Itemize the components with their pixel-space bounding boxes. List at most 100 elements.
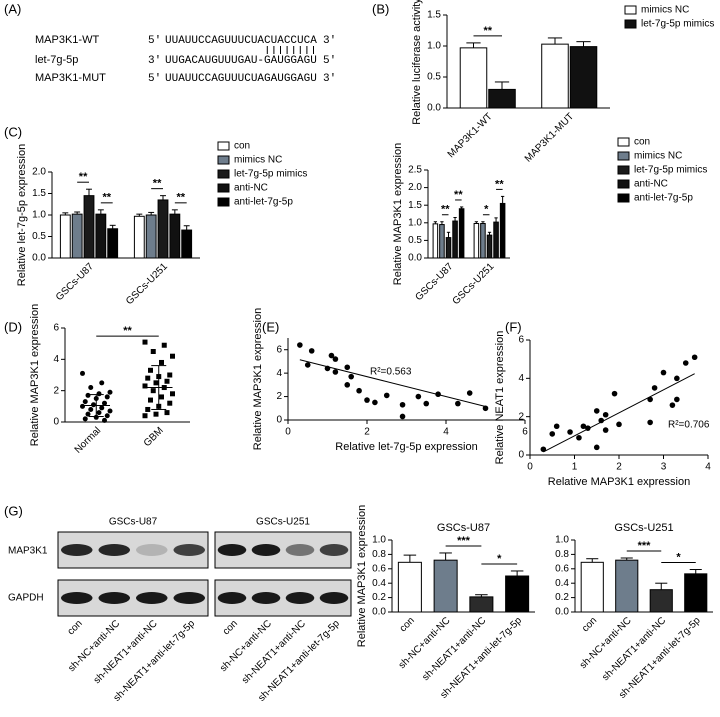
bar [569,46,598,109]
data-point [580,423,587,430]
x-tick-label: GSCs-U87 [414,261,456,303]
significance-label: ** [176,192,185,204]
data-point [399,401,406,408]
bar [433,559,458,613]
blot-title: GSCs-U87 [109,517,158,528]
y-tick-label: 1.0 [32,210,46,221]
legend-swatch [617,165,630,175]
data-point [96,391,102,397]
data-point [167,400,173,406]
legend-label: mimics NC [641,5,689,16]
data-point [167,372,173,378]
data-point [356,387,362,394]
y-axis-label: Relative luciferase activity [411,0,423,125]
data-point [153,411,159,417]
sequence-name: let-7g-5p [35,54,78,66]
blot-band [136,592,168,604]
y-tick-label: 0.2 [372,592,386,603]
blot-band [98,592,130,604]
blot-band [285,544,315,556]
bar [181,229,193,259]
legend-label: let-7g-5p mimics [234,169,307,180]
y-axis-label: Relative MAP3K1 expression [252,308,264,450]
data-point [669,402,676,408]
r-squared: R²=0.706 [668,420,710,431]
data-point [616,421,622,428]
legend-swatch [217,155,230,165]
data-point [348,373,355,380]
chart-title: GSCs-U251 [614,522,673,534]
x-tick-label: GBM [142,425,166,449]
significance-label: ** [102,192,111,204]
significance-label: * [497,553,502,565]
data-point [164,410,170,416]
data-point [423,400,430,407]
legend-label: mimics NC [634,151,682,162]
bar [493,221,499,259]
sequence-name: MAP3K1-WT [35,34,99,46]
significance-label: ** [454,189,463,201]
data-point [85,411,91,417]
significance-label: * [676,551,681,563]
x-tick-label: sh-NEAT1+anti-NC [420,615,488,683]
sequence: UUAUUCCAGUUUCUACUACCUCA [165,35,317,47]
data-point [611,390,618,397]
data-point [85,392,91,398]
blot-band [61,592,93,604]
blot-band [217,544,247,556]
data-point [82,399,88,405]
data-point [297,342,303,348]
y-tick-label: 0.0 [555,607,569,618]
y-axis-label: Relative MAP3K1 expression [356,505,368,647]
significance-label: ** [483,25,492,37]
y-axis-label: Relative NEAT1 expression [494,331,506,465]
sequence: UUGACAUGUUUGAU-GAUGGAGU [165,55,317,67]
data-point [99,380,105,386]
r-squared: R²=0.563 [370,367,412,378]
legend-swatch [617,137,630,147]
legend-label: let-7g-5p mimics [641,19,714,30]
x-tick-label: GSCs-U251 [451,261,497,307]
bar [133,215,145,259]
legend-swatch [217,183,230,193]
data-point [304,362,311,368]
data-point [153,380,159,386]
y-tick-label: 0.0 [372,607,386,618]
fit-line [543,373,695,453]
data-point [148,397,153,403]
legend-swatch [217,141,230,151]
data-point [104,394,110,400]
data-point [593,444,600,451]
significance-label: *** [457,535,471,547]
blot-band [98,544,130,556]
bar [488,88,516,109]
data-point [142,383,148,389]
data-point [344,382,351,388]
data-point [328,352,335,359]
legend-label: mimics NC [234,155,282,166]
y-axis-label: Relative MAP3K1 expression [29,304,41,446]
bar [684,573,708,613]
data-point [308,348,315,354]
x-axis-label: Relative let-7g-5p expression [335,441,477,453]
y-tick-label: 0.8 [372,549,386,560]
y-tick-label: 6 [53,323,59,334]
x-tick-label: 6 [522,427,528,438]
y-tick-label: 2 [276,391,282,402]
data-point [99,405,105,411]
blot-band [61,544,93,556]
blot-band [251,592,281,604]
data-point [148,367,153,373]
bar [157,199,169,259]
data-point [660,369,667,376]
x-tick-label: 4 [443,427,449,438]
data-point [372,399,378,406]
data-point [598,417,604,424]
y-tick-label: 0.6 [555,563,569,574]
data-point [602,427,609,433]
data-point [682,360,689,366]
x-tick-label: con [580,615,599,634]
legend-label: con [234,141,250,152]
data-point [549,431,556,437]
data-point [674,396,680,403]
